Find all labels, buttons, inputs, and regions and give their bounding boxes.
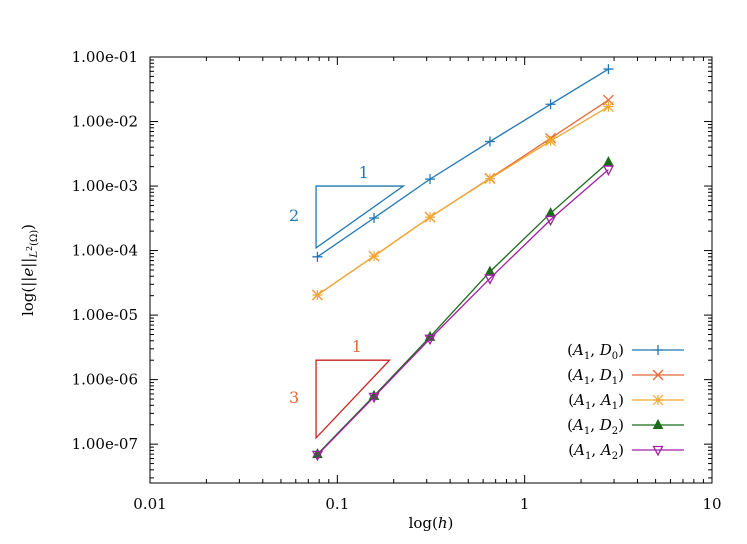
triangle-up-marker	[652, 418, 664, 429]
series-line	[317, 68, 609, 258]
triangle-down-marker	[544, 215, 557, 227]
legend-label: (A1, D1)	[567, 366, 624, 387]
star-marker	[484, 173, 496, 185]
star-marker	[603, 101, 614, 113]
star-marker	[545, 135, 556, 147]
plus-marker	[425, 174, 436, 185]
plus-marker	[484, 136, 495, 147]
triangle-down-marker	[311, 450, 324, 462]
x-axis-label: log(h)	[409, 514, 454, 532]
x-tick-label: 10	[702, 495, 721, 513]
x-tick-label: 1	[520, 495, 530, 513]
triangle-up-marker	[603, 156, 614, 167]
slope-triangle	[315, 185, 406, 250]
axis-ticks: 0.01 0.1 1 10 1.00e-01 1.00e-02 1.00e-03 1.00e-…	[72, 48, 722, 513]
y-tick-label: 1.00e-02	[72, 113, 138, 131]
x-marker	[652, 369, 664, 381]
series-line	[316, 161, 609, 455]
series-line	[316, 169, 609, 456]
plus-marker	[545, 99, 556, 110]
legend-label: (A1, D0)	[567, 341, 624, 362]
plus-marker	[312, 251, 323, 262]
triangle-down-marker	[368, 392, 380, 404]
triangle-down-marker	[602, 165, 615, 176]
star-marker	[652, 394, 664, 406]
legend-label: (A1, D2)	[567, 416, 624, 437]
triangle-down-marker	[424, 334, 436, 346]
legend-label: (A1, A2)	[568, 441, 624, 462]
star-marker	[368, 250, 380, 262]
y-tick-label: 1.00e-07	[72, 435, 138, 453]
slope-run-label: 1	[352, 337, 362, 356]
y-tick-label: 1.00e-06	[72, 371, 138, 389]
plus-marker	[653, 345, 663, 355]
x-tick-label: 0.01	[133, 495, 166, 513]
y-tick-label: 1.00e-01	[72, 48, 138, 66]
slope-rise-label: 3	[289, 388, 299, 407]
star-marker	[312, 289, 323, 301]
plus-marker	[369, 212, 380, 223]
plus-marker	[603, 64, 614, 75]
slope-triangle	[315, 359, 392, 440]
x-tick-label: 0.1	[325, 495, 349, 513]
legend-label: (A1, A1)	[568, 391, 624, 412]
slope-rise-label: 2	[289, 206, 299, 225]
series-layer	[311, 64, 615, 462]
legend: (A1, D0) (A1, D1) (A1, A1) (A1, D2) (A1, A2)	[567, 341, 684, 462]
star-marker	[424, 211, 436, 223]
y-tick-label: 1.00e-03	[72, 177, 138, 195]
triangle-down-marker	[652, 445, 664, 457]
y-axis-label: log(||e||L2(Ω))	[19, 224, 40, 316]
y-tick-label: 1.00e-05	[72, 306, 138, 324]
y-tick-label: 1.00e-04	[72, 242, 138, 260]
series-line	[317, 106, 609, 296]
triangle-down-marker	[484, 274, 496, 285]
triangle-up-marker	[545, 207, 556, 218]
plot-frame	[149, 56, 713, 484]
slope-triangles: 1 2 1 3	[289, 163, 406, 440]
slope-run-label: 1	[359, 163, 369, 182]
